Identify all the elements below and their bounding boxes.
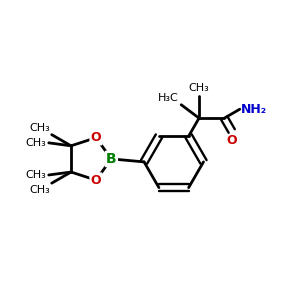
Text: B: B	[106, 152, 117, 166]
Text: O: O	[91, 131, 101, 144]
Text: CH₃: CH₃	[29, 185, 50, 195]
Text: H₃C: H₃C	[158, 93, 178, 103]
Text: CH₃: CH₃	[189, 83, 209, 94]
Text: O: O	[91, 174, 101, 187]
Text: NH₂: NH₂	[241, 103, 267, 116]
Text: O: O	[226, 134, 237, 147]
Text: CH₃: CH₃	[29, 123, 50, 133]
Text: CH₃: CH₃	[25, 170, 46, 180]
Text: CH₃: CH₃	[25, 138, 46, 148]
